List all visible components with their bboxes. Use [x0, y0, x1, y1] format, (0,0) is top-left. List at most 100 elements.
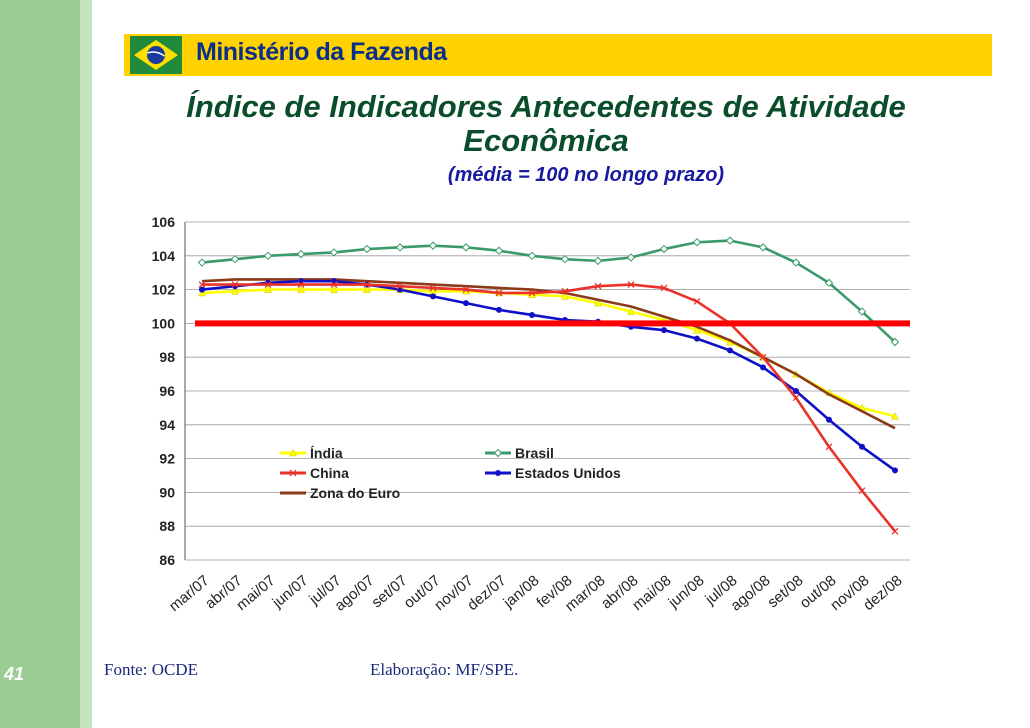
data-point — [791, 258, 801, 267]
x-tick-label: mai/07 — [233, 572, 278, 614]
legend-label: Brasil — [515, 445, 554, 461]
y-tick-label: 102 — [152, 282, 176, 298]
data-point — [527, 251, 537, 261]
data-point — [693, 298, 701, 305]
series-line — [202, 283, 897, 533]
x-tick-label: dez/07 — [464, 572, 509, 614]
data-point — [759, 353, 767, 361]
title-line-1: Índice de Indicadores Antecedentes de At… — [186, 89, 906, 124]
data-point — [627, 307, 635, 315]
data-point — [692, 238, 702, 247]
x-tick-label: dez/08 — [860, 572, 905, 614]
y-tick-label: 90 — [159, 484, 175, 500]
legend-marker — [289, 469, 297, 477]
data-point — [661, 327, 667, 334]
header-bar — [124, 34, 992, 76]
data-point — [826, 416, 832, 423]
data-point — [593, 256, 603, 266]
data-point — [694, 335, 700, 342]
y-tick-label: 88 — [159, 518, 175, 534]
x-tick-label: mar/07 — [166, 572, 213, 615]
x-tick-label: mai/08 — [629, 572, 674, 614]
data-point — [198, 281, 206, 288]
legend-marker — [493, 448, 503, 458]
y-tick-label: 106 — [152, 214, 176, 230]
data-point — [626, 253, 636, 262]
line-chart: 86889092949698100102104106mar/07abr/07ma… — [152, 214, 910, 615]
data-point — [693, 326, 701, 334]
y-tick-label: 94 — [159, 417, 175, 433]
data-point — [363, 281, 371, 288]
data-point — [824, 278, 834, 288]
data-point — [231, 287, 239, 295]
data-point — [263, 251, 273, 261]
title-line-2: Econômica — [463, 123, 629, 158]
page-number: 41 — [4, 664, 25, 684]
data-point — [892, 467, 898, 474]
source-note: Fonte: OCDE — [104, 660, 198, 679]
data-point — [561, 292, 569, 300]
data-point — [296, 249, 306, 259]
data-point — [891, 412, 899, 420]
data-point — [857, 307, 867, 316]
y-tick-label: 92 — [159, 451, 175, 467]
legend-marker — [495, 470, 501, 476]
x-tick-label: jun/07 — [269, 572, 312, 612]
series-line — [201, 288, 896, 418]
y-tick-label: 86 — [159, 552, 175, 568]
data-point — [890, 337, 900, 347]
legend-label: Estados Unidos — [515, 465, 621, 481]
brazil-flag-icon — [130, 36, 182, 74]
data-point — [594, 299, 602, 307]
data-point — [428, 241, 438, 250]
x-tick-label: jan/08 — [500, 572, 543, 612]
data-point — [461, 243, 471, 252]
data-point — [198, 288, 206, 297]
data-point — [758, 243, 768, 252]
data-point — [760, 364, 766, 371]
y-tick-label: 96 — [159, 383, 175, 399]
data-point — [494, 246, 504, 255]
data-point — [825, 443, 833, 451]
data-point — [264, 285, 272, 293]
series-line — [201, 239, 896, 343]
legend-label: China — [310, 465, 349, 481]
data-point — [659, 244, 669, 254]
credit-note: Elaboração: MF/SPE. — [370, 660, 519, 679]
data-point — [330, 281, 338, 288]
legend-marker — [289, 448, 297, 457]
data-point — [230, 254, 240, 264]
data-point — [793, 388, 799, 394]
data-point — [363, 285, 371, 293]
y-tick-label: 104 — [152, 248, 176, 264]
data-point — [858, 487, 866, 495]
data-point — [197, 258, 207, 267]
series-line — [201, 278, 896, 430]
data-point — [496, 306, 502, 313]
series-line — [201, 279, 896, 472]
data-point — [330, 285, 338, 293]
x-tick-label: set/08 — [764, 572, 806, 611]
left-decor-bar — [0, 0, 80, 728]
data-point — [429, 284, 437, 292]
data-point — [462, 286, 470, 294]
data-point — [891, 527, 899, 535]
page-title: Índice de Indicadores Antecedentes de At… — [96, 90, 996, 158]
data-point — [396, 282, 404, 290]
data-point — [792, 394, 800, 402]
data-point — [561, 287, 569, 295]
data-point — [594, 282, 602, 290]
data-point — [529, 311, 535, 318]
data-point — [329, 248, 339, 257]
ministry-name: Ministério da Fazenda — [196, 38, 447, 66]
left-decor-stripe — [80, 0, 92, 728]
data-point — [627, 281, 635, 288]
data-point — [231, 281, 239, 288]
data-point — [362, 244, 372, 254]
data-point — [463, 300, 469, 307]
data-point — [297, 285, 305, 293]
data-point — [297, 281, 305, 288]
chart-subtitle: (média = 100 no longo prazo) — [447, 164, 725, 186]
data-point — [660, 284, 668, 292]
data-point — [430, 293, 436, 300]
